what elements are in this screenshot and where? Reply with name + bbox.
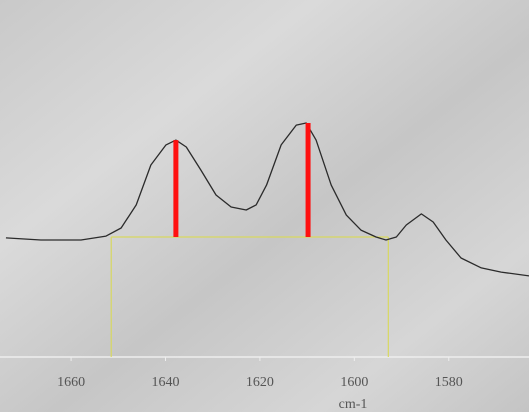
x-tick-label: 1620 [246, 375, 274, 390]
page: {"chart_data": {"type": "line", "x_label… [0, 0, 529, 412]
x-tick-label: 1640 [152, 375, 180, 390]
x-tick-label: 1660 [57, 375, 85, 390]
x-axis-label: cm-1 [339, 397, 368, 412]
chart: cm-1 16601640162016001580156 [0, 0, 529, 412]
background [0, 0, 529, 412]
x-tick-label: 1580 [435, 375, 463, 390]
x-tick-label: 1600 [340, 375, 368, 390]
